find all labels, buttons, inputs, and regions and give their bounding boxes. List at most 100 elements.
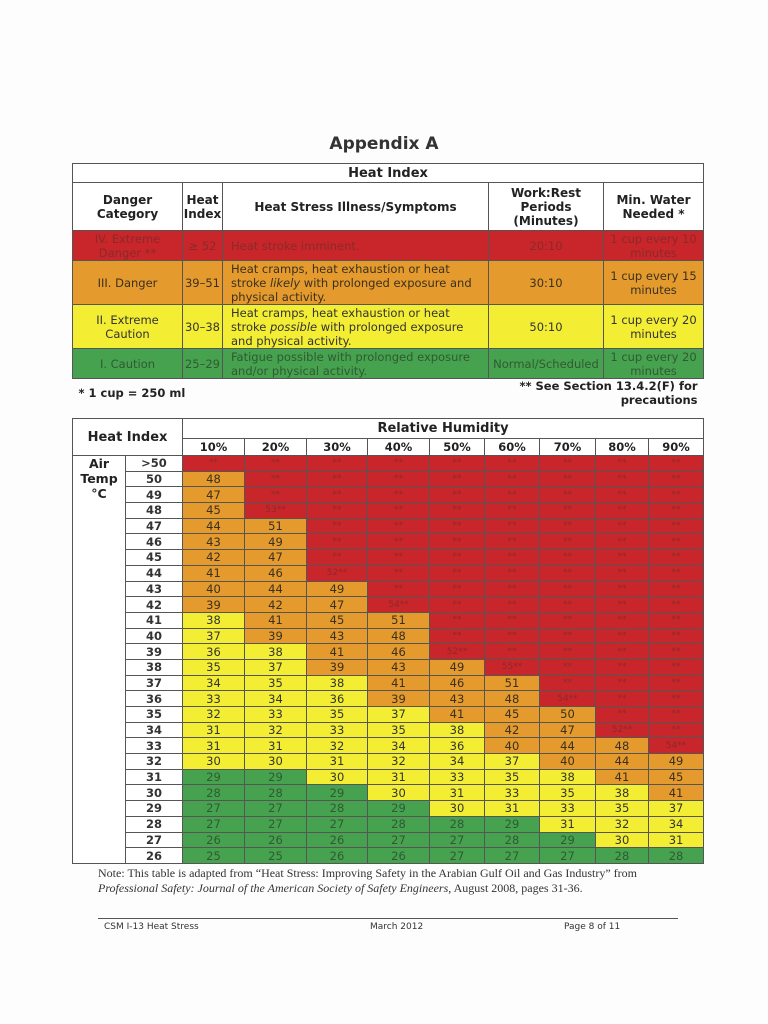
heat-index-cell: 54** — [647, 737, 705, 755]
heat-index-cell: ** — [484, 486, 540, 504]
table-row: 46 43 49 ** ** ** ** ** ** ** — [73, 533, 705, 551]
danger-index: ≥ 52 — [182, 230, 223, 261]
danger-work-rest: 20:10 — [488, 230, 604, 261]
heat-index-cell: ** — [647, 517, 705, 535]
heat-index-cell: 29 — [182, 768, 245, 786]
heat-index-cell: ** — [647, 690, 705, 707]
heat-index-cell: 48 — [484, 690, 540, 707]
heat-index-cell: ** — [539, 564, 596, 582]
table-row: 43 40 44 49 ** ** ** ** ** ** — [73, 580, 705, 598]
heat-index-cell: ** — [595, 611, 649, 629]
heat-index-cell: 33 — [306, 721, 368, 739]
table-row: Air Temp °C >50 ** ** ** ** ** ** ** ** ** — [72, 455, 705, 864]
air-temp-label: Air Temp °C — [72, 455, 126, 864]
humidity-header: 50% — [429, 438, 485, 456]
heat-index-cell: 31 — [306, 753, 368, 770]
heat-index-cell: 38 — [539, 768, 596, 786]
heat-index-cell: 28 — [429, 815, 485, 833]
table-row: 41 38 41 45 51 ** ** ** ** ** — [73, 611, 705, 629]
heat-index-cell: 37 — [182, 627, 245, 645]
heat-index-cell: 53** — [244, 502, 307, 519]
heat-index-cell: ** — [306, 517, 368, 535]
heat-index-cell: ** — [647, 549, 705, 566]
heat-index-cell: 52** — [429, 643, 485, 660]
heat-index-cell: ** — [429, 611, 485, 629]
table-row: 26 25 25 26 26 27 27 27 28 28 — [73, 847, 705, 864]
heat-index-cell: 25 — [182, 847, 245, 864]
air-temp-value: 29 — [125, 800, 183, 817]
table-row: 34 31 32 33 35 38 42 47 52** ** — [73, 721, 705, 739]
heat-index-cell: ** — [539, 470, 596, 488]
heat-index-cell: 29 — [244, 768, 307, 786]
danger-category: IV. Extreme Danger ** — [72, 230, 183, 261]
heat-index-cell: 26 — [244, 831, 307, 849]
heat-index-cell: ** — [367, 455, 430, 472]
heat-index-cell: 39 — [367, 690, 430, 707]
air-temp-value: 28 — [125, 815, 183, 833]
heat-index-cell: 28 — [244, 784, 307, 802]
heat-index-cell: 36 — [306, 690, 368, 707]
summary-header: Danger Category — [72, 182, 183, 231]
table-row: 30 28 28 29 30 31 33 35 38 41 — [73, 784, 705, 802]
heat-index-cell: 31 — [429, 784, 485, 802]
source-note: Note: This table is adapted from “Heat S… — [98, 866, 698, 896]
heat-index-cell: 48 — [367, 627, 430, 645]
heat-index-cell: ** — [306, 470, 368, 488]
heat-index-cell: 27 — [244, 800, 307, 817]
danger-category: I. Caution — [72, 348, 183, 379]
air-temp-value: 40 — [125, 627, 183, 645]
air-temp-value: 48 — [125, 502, 183, 519]
heat-index-cell: 44 — [539, 737, 596, 755]
heat-index-cell: 41 — [429, 706, 485, 723]
heat-index-cell: 31 — [182, 737, 245, 755]
heat-index-cell: ** — [429, 533, 485, 551]
heat-index-cell: 54** — [539, 690, 596, 707]
danger-index: 25–29 — [182, 348, 223, 379]
heat-index-cell: 52** — [306, 564, 368, 582]
heat-index-cell: 35 — [595, 800, 649, 817]
footnote-section: ** See Section 13.4.2(F) for precautions — [488, 378, 704, 407]
heat-index-cell: ** — [484, 643, 540, 660]
heat-index-cell: 39 — [182, 596, 245, 613]
heat-index-cell: 33 — [484, 784, 540, 802]
air-temp-value: 39 — [125, 643, 183, 660]
table-row: 28 27 27 27 28 28 29 31 32 34 — [73, 815, 705, 833]
heat-index-cell: 26 — [182, 831, 245, 849]
humidity-header: 10% — [182, 438, 245, 456]
heat-index-cell: ** — [484, 549, 540, 566]
heat-index-cell: ** — [429, 549, 485, 566]
heat-index-cell: 29 — [367, 800, 430, 817]
heat-index-cell: ** — [595, 690, 649, 707]
heat-index-cell: ** — [484, 580, 540, 598]
heat-index-cell: 26 — [306, 847, 368, 864]
heat-index-cell: 25 — [244, 847, 307, 864]
table-row: 47 44 51 ** ** ** ** ** ** ** — [73, 517, 705, 535]
danger-symptoms: Heat cramps, heat exhaustion or heat str… — [222, 304, 489, 349]
heat-index-cell: 33 — [429, 768, 485, 786]
heat-index-cell: 27 — [367, 831, 430, 849]
danger-work-rest: Normal/Scheduled — [488, 348, 604, 379]
summary-table-title: Heat Index — [71, 163, 705, 183]
heat-index-cell: 43 — [429, 690, 485, 707]
heat-index-cell: 52** — [595, 721, 649, 739]
humidity-header: 70% — [539, 438, 596, 456]
heat-index-cell: 46 — [367, 643, 430, 660]
humidity-label: Relative Humidity — [181, 418, 705, 439]
heat-index-cell: 38 — [595, 784, 649, 802]
table-row: 38 35 37 39 43 49 55** ** ** ** — [73, 658, 705, 676]
danger-work-rest: 30:10 — [488, 260, 604, 305]
heat-index-cell: ** — [367, 564, 430, 582]
humidity-header: 20% — [244, 438, 307, 456]
humidity-header: 90% — [647, 438, 705, 456]
table-row: 49 47 ** ** ** ** ** ** ** ** — [73, 486, 705, 504]
heat-index-cell: 55** — [484, 658, 540, 676]
air-temp-value: 26 — [125, 847, 183, 864]
note-text: Note: This table is adapted from “Heat S… — [98, 866, 637, 880]
air-temp-value: 27 — [125, 831, 183, 849]
air-temp-value: 34 — [125, 721, 183, 739]
heat-index-cell: ** — [647, 643, 705, 660]
heat-index-cell: 46 — [429, 674, 485, 692]
heat-index-cell: 42 — [484, 721, 540, 739]
heat-index-cell: 38 — [182, 611, 245, 629]
heat-index-cell: 27 — [244, 815, 307, 833]
